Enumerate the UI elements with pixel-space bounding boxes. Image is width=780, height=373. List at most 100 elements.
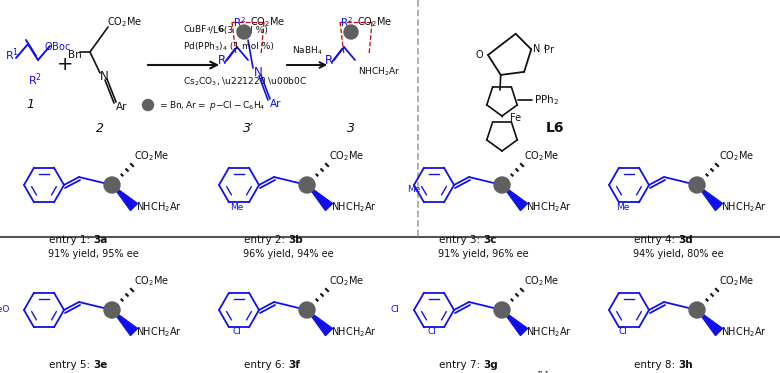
Text: Cl: Cl	[232, 327, 242, 336]
Polygon shape	[112, 185, 137, 210]
Polygon shape	[697, 185, 722, 210]
Polygon shape	[307, 185, 332, 210]
Text: (3 mol %): (3 mol %)	[221, 25, 268, 34]
Text: entry 2:: entry 2:	[243, 235, 288, 245]
Text: $\mathsf{NHCH_2Ar}$: $\mathsf{NHCH_2Ar}$	[136, 200, 182, 214]
Text: $\mathsf{NaBH_4}$: $\mathsf{NaBH_4}$	[292, 45, 322, 57]
Text: entry 7:: entry 7:	[438, 360, 483, 370]
Text: $\mathsf{Cs_2CO_3}$, \u221220 \u00b0C: $\mathsf{Cs_2CO_3}$, \u221220 \u00b0C	[183, 76, 307, 88]
Text: CuBF: CuBF	[183, 25, 206, 34]
Text: Me: Me	[616, 203, 629, 211]
Text: L6: L6	[546, 121, 564, 135]
Text: $\mathsf{R^2}$: $\mathsf{R^2}$	[340, 15, 353, 29]
Text: +: +	[57, 56, 73, 75]
Text: $\mathsf{CO_2Me}$: $\mathsf{CO_2Me}$	[107, 15, 142, 29]
Text: $\mathsf{CO_2Me}$: $\mathsf{CO_2Me}$	[524, 274, 559, 288]
Text: $\mathsf{CO_2Me}$: $\mathsf{CO_2Me}$	[524, 149, 559, 163]
Text: 3a: 3a	[93, 235, 108, 245]
Text: 6: 6	[217, 25, 223, 34]
Text: Cl: Cl	[390, 305, 399, 314]
Circle shape	[143, 100, 154, 110]
Text: 3g: 3g	[483, 360, 498, 370]
Text: $\mathsf{CO_2Me}$: $\mathsf{CO_2Me}$	[134, 149, 169, 163]
Text: $\mathsf{NHCH_2Ar}$: $\mathsf{NHCH_2Ar}$	[526, 200, 572, 214]
Circle shape	[299, 177, 315, 193]
Text: $\mathsf{Pd(PPh_3)_4}$: $\mathsf{Pd(PPh_3)_4}$	[183, 41, 228, 53]
Circle shape	[689, 177, 705, 193]
Text: MeO: MeO	[0, 305, 9, 314]
Text: O: O	[475, 50, 483, 60]
Text: $\mathsf{NHCH_2Ar}$: $\mathsf{NHCH_2Ar}$	[331, 200, 377, 214]
Text: 91% yield, 95% ee: 91% yield, 95% ee	[48, 249, 138, 259]
Text: Me: Me	[406, 185, 420, 194]
Text: $\mathsf{CO_2Me}$: $\mathsf{CO_2Me}$	[357, 15, 392, 29]
Text: $\mathsf{NHCH_2Ar}$: $\mathsf{NHCH_2Ar}$	[358, 66, 400, 78]
Text: Ar: Ar	[116, 102, 127, 112]
Text: $\mathsf{NHCH_2Ar}$: $\mathsf{NHCH_2Ar}$	[526, 325, 572, 339]
Text: $\mathsf{CO_2Me}$: $\mathsf{CO_2Me}$	[329, 274, 364, 288]
Text: 3d: 3d	[678, 235, 693, 245]
Text: 3c: 3c	[483, 235, 497, 245]
Text: entry 3:: entry 3:	[438, 235, 483, 245]
Text: $\mathsf{NHCH_2Ar}$: $\mathsf{NHCH_2Ar}$	[136, 325, 182, 339]
Text: 91% yield, 96% ee: 91% yield, 96% ee	[438, 249, 528, 259]
Text: $\mathsf{R^2}$: $\mathsf{R^2}$	[28, 72, 42, 88]
Text: /L: /L	[210, 25, 218, 34]
Text: Cl: Cl	[427, 327, 437, 336]
Text: 94% yield, 80% ee: 94% yield, 80% ee	[633, 249, 723, 259]
Text: Fe: Fe	[510, 113, 521, 123]
Text: 3f: 3f	[288, 360, 300, 370]
Text: $\mathsf{CO_2Me}$: $\mathsf{CO_2Me}$	[134, 274, 169, 288]
Text: Bn: Bn	[69, 50, 82, 60]
Text: N: N	[254, 66, 263, 78]
Polygon shape	[307, 310, 332, 336]
Text: $\mathsf{NHCH_2Ar}$: $\mathsf{NHCH_2Ar}$	[721, 325, 767, 339]
Circle shape	[494, 302, 510, 318]
Text: 3b: 3b	[288, 235, 303, 245]
Polygon shape	[502, 310, 527, 336]
Text: 1: 1	[26, 98, 34, 112]
Text: Ar: Ar	[270, 99, 282, 109]
Text: R: R	[325, 53, 333, 66]
Text: N: N	[534, 44, 541, 54]
Text: 3′: 3′	[243, 122, 254, 135]
Circle shape	[237, 25, 251, 39]
Text: entry 5:: entry 5:	[48, 360, 93, 370]
Text: $\mathsf{PPh_2}$: $\mathsf{PPh_2}$	[534, 93, 559, 107]
Text: entry 6:: entry 6:	[243, 360, 288, 370]
Circle shape	[104, 302, 120, 318]
Text: (1 mol %): (1 mol %)	[227, 43, 274, 51]
Text: entry 1:: entry 1:	[48, 235, 93, 245]
Text: $\mathsf{CO_2Me}$: $\mathsf{CO_2Me}$	[719, 274, 754, 288]
Text: $\mathsf{_4}$: $\mathsf{_4}$	[206, 25, 211, 34]
Text: 3h: 3h	[678, 360, 693, 370]
Text: $\mathsf{OBoc}$: $\mathsf{OBoc}$	[44, 40, 71, 52]
Polygon shape	[112, 310, 137, 336]
Circle shape	[689, 302, 705, 318]
Text: entry 8:: entry 8:	[633, 360, 678, 370]
Text: Me: Me	[230, 203, 243, 211]
Text: $\mathsf{R^2}$: $\mathsf{R^2}$	[233, 15, 246, 29]
Text: $\mathsf{R^1}$: $\mathsf{R^1}$	[5, 47, 19, 63]
Polygon shape	[697, 310, 722, 336]
Text: $^i\!\mathsf{Pr}$: $^i\!\mathsf{Pr}$	[543, 43, 556, 56]
Text: Cl: Cl	[619, 327, 627, 336]
Text: $\mathsf{= Bn, Ar =\ }p\mathsf{-Cl-C_6H_4}$: $\mathsf{= Bn, Ar =\ }p\mathsf{-Cl-C_6H_…	[158, 98, 265, 112]
Text: 96% yield, 94% ee: 96% yield, 94% ee	[243, 249, 333, 259]
Text: $\mathsf{NHCH_2Ar}$: $\mathsf{NHCH_2Ar}$	[721, 200, 767, 214]
Text: N: N	[100, 69, 108, 82]
Text: entry 4:: entry 4:	[633, 235, 678, 245]
Text: 3e: 3e	[93, 360, 108, 370]
Text: $\mathsf{CO_2Me}$: $\mathsf{CO_2Me}$	[250, 15, 285, 29]
Text: 2: 2	[96, 122, 104, 135]
Text: $\mathsf{NHCH_2Ar}$: $\mathsf{NHCH_2Ar}$	[331, 325, 377, 339]
Text: $\mathsf{CO_2Me}$: $\mathsf{CO_2Me}$	[329, 149, 364, 163]
Text: $\mathsf{CO_2Me}$: $\mathsf{CO_2Me}$	[719, 149, 754, 163]
Circle shape	[299, 302, 315, 318]
Text: R: R	[218, 53, 226, 66]
Text: [b]: [b]	[537, 370, 548, 373]
Circle shape	[104, 177, 120, 193]
Circle shape	[344, 25, 358, 39]
Text: 3: 3	[347, 122, 355, 135]
Polygon shape	[502, 185, 527, 210]
